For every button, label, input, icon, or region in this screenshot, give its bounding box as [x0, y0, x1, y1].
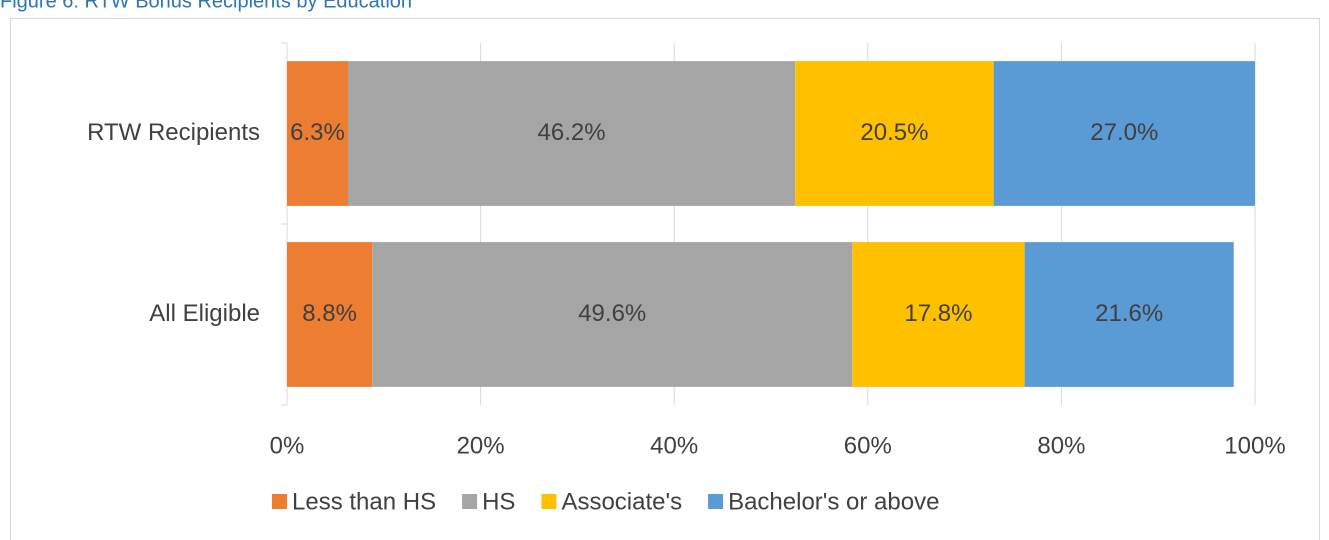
data-label: 8.8% [302, 300, 357, 327]
legend-swatch [462, 494, 478, 509]
legend-swatch [708, 494, 724, 509]
y-tick-label: RTW Recipients [87, 119, 260, 146]
data-label: 27.0% [1090, 119, 1158, 146]
data-label: 17.8% [904, 300, 972, 327]
x-tick-label: 40% [650, 432, 698, 459]
legend-label: Associate's [561, 488, 682, 515]
x-tick-label: 0% [270, 432, 305, 459]
bar-segment [795, 61, 994, 206]
data-label: 21.6% [1095, 300, 1163, 327]
y-tick-label: All Eligible [149, 300, 260, 327]
bar-segment [372, 242, 853, 387]
chart-title: Figure 6: RTW Bonus Recipients by Educat… [0, 0, 412, 12]
legend-label: HS [482, 488, 515, 515]
x-tick-label: 60% [844, 432, 892, 459]
data-label: 20.5% [860, 119, 928, 146]
bar-segment [347, 61, 796, 206]
x-tick-label: 80% [1037, 432, 1085, 459]
x-tick-label: 20% [457, 432, 505, 459]
bar-segment [287, 61, 348, 206]
data-label: 46.2% [538, 119, 606, 146]
legend-label: Bachelor's or above [728, 488, 939, 515]
legend-label: Less than HS [292, 488, 436, 515]
legend-swatch [541, 494, 557, 509]
bar-segment [287, 242, 373, 387]
bar-segment [1024, 242, 1234, 387]
legend-swatch [272, 494, 287, 509]
data-label: 6.3% [290, 119, 345, 146]
bar-segment [852, 242, 1025, 387]
x-tick-label: 100% [1224, 432, 1285, 459]
data-label: 49.6% [578, 300, 646, 327]
bar-segment [993, 61, 1255, 206]
